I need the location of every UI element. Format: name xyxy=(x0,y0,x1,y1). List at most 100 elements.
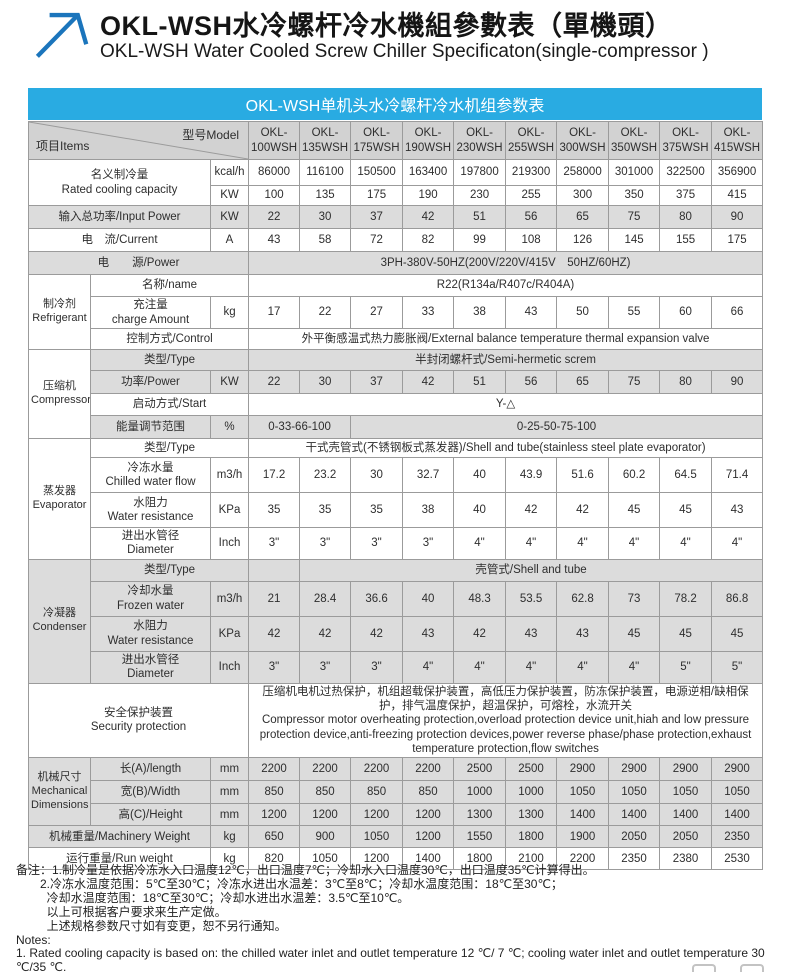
evap-water-resistance-cell-7: 42 xyxy=(505,492,558,528)
input-power-cell-2: 22 xyxy=(248,205,301,229)
refrigerant-name-label: 名称/name xyxy=(89,274,250,297)
compressor-power-cell-8: 65 xyxy=(556,370,610,394)
note-line: 冷却水温度范围：18℃至30℃；冷却水进出水温差：3.5℃至10℃。 xyxy=(16,890,410,905)
condenser-type-value: 壳管式/Shell and tube xyxy=(299,558,764,582)
dim-height-cell-9: 1400 xyxy=(608,803,661,827)
energy-regulation-label: 能量调节范围 xyxy=(90,415,211,439)
refrigerant-group-label: 制冷剂 Refrigerant xyxy=(28,274,91,350)
frozen-water-flow-cell-8: 62.8 xyxy=(556,580,610,617)
cond-water-resistance-label: 水阻力 Water resistance xyxy=(90,615,211,652)
frozen-water-flow-cell-11: 86.8 xyxy=(711,580,764,617)
rated-cooling-capacity-label: 名义制冷量 Rated cooling capacity xyxy=(28,159,211,206)
current-cell-8: 126 xyxy=(556,228,610,252)
dim-width-cell-2: 850 xyxy=(248,780,301,805)
evaporator-type-label: 类型/Type xyxy=(89,438,250,458)
refrigerant-charge-cell-2: 17 xyxy=(248,296,301,329)
chilled-water-flow-cell-6: 40 xyxy=(453,457,507,493)
current-cell-10: 155 xyxy=(659,228,713,252)
height-label: 高(C)/Height xyxy=(90,803,211,827)
cond-diameter-cell-5: 4" xyxy=(402,650,455,684)
unit-mm: mm xyxy=(209,757,250,782)
evap-diameter-label: 进出水管径 Diameter xyxy=(90,527,211,560)
run-weight-cell-4: 1200 xyxy=(350,847,404,871)
dim-length-cell-12: 2900 xyxy=(711,757,764,782)
refrigerant-name: 制冷剂 Refrigerant 名称/name R22(R134a/R407c/R4… xyxy=(28,274,764,350)
refrigerant-charge-cell-9: 55 xyxy=(608,296,661,329)
unit-kpa: KPa xyxy=(209,492,250,528)
evaporator-group-label: 蒸发器 Evaporator xyxy=(28,438,91,560)
current-cell-5: 82 xyxy=(402,228,455,252)
note-line: Notes: xyxy=(16,932,51,947)
security-protection-value: 压缩机电机过热保护，机组超载保护装置，高低压力保护装置，防冻保护装置，电源逆相/… xyxy=(248,682,764,759)
dim-length: 机械尺寸 Mechanical Dimensions 长(A)/length mm 2… xyxy=(28,757,764,827)
chilled-water-flow-cell-2: 17.2 xyxy=(248,457,301,493)
condenser-type: 冷凝器 Condenser 类型/Type 壳管式/Shell and tube xyxy=(28,558,764,684)
frozen-water-flow-cell-2: 21 xyxy=(248,580,301,617)
rated-capacity-kcalh-cell-4: 150500 xyxy=(350,159,404,186)
rated-capacity-kw-cell-10: 415 xyxy=(711,185,764,206)
compressor-power-cell-9: 75 xyxy=(608,370,661,394)
cond-diameter-label: 进出水管径 Diameter xyxy=(90,650,211,684)
chilled-water-flow-cell-4: 30 xyxy=(350,457,404,493)
current-label: 电 流/Current xyxy=(28,228,211,252)
evap-water-resistance-cell-9: 45 xyxy=(608,492,661,528)
unit-kw: KW xyxy=(209,370,250,394)
cond-diameter-cell-4: 3" xyxy=(350,650,404,684)
compressor-power: 功率/Power KW 22 30 37 42 51 56 65 75 80 90 xyxy=(29,370,764,394)
run-weight-cell-10: 2380 xyxy=(659,847,713,871)
dim-height-cell-4: 1200 xyxy=(350,803,404,827)
evap-water-resistance-cell-5: 38 xyxy=(402,492,455,528)
model-col-okl-255wsh: OKL- 255WSH xyxy=(505,121,558,160)
evap-diameter-cell-3: 3" xyxy=(299,527,352,560)
dim-length-cell-11: 2900 xyxy=(659,757,713,782)
start-label: 启动方式/Start xyxy=(89,393,250,416)
input-power: 输入总功率/Input Power KW 22 30 37 42 51 56 65 75 80 90 xyxy=(28,205,764,229)
machinery-weight-label: 机械重量/Machinery Weight xyxy=(28,825,211,849)
compressor-power-cell-6: 51 xyxy=(453,370,507,394)
dim-height-cell-11: 1400 xyxy=(711,803,764,827)
evap-diameter-cell-6: 4" xyxy=(453,527,507,560)
cond-water-resistance-cell-6: 42 xyxy=(453,615,507,652)
chilled-water-flow-cell-7: 43.9 xyxy=(505,457,558,493)
start-value: Y-△ xyxy=(248,393,764,416)
cond-diameter-cell-6: 4" xyxy=(453,650,507,684)
dim-length-cell-5: 2200 xyxy=(350,757,404,782)
rated-capacity-kw-cell-1: 100 xyxy=(248,185,301,206)
model-col-okl-175wsh: OKL- 175WSH xyxy=(350,121,404,160)
input-power-cell-11: 90 xyxy=(711,205,764,229)
cond-diameter-cell-3: 3" xyxy=(299,650,352,684)
run-weight-cell-6: 1800 xyxy=(453,847,507,871)
unit-kcalh: kcal/h xyxy=(209,159,250,186)
compressor-group-label: 压缩机 Compressor xyxy=(28,349,91,439)
table-banner-title: OKL-WSH单机头水冷螺杆冷水机组参数表 xyxy=(28,88,762,120)
model-col-okl-100wsh: OKL- 100WSH xyxy=(248,121,301,160)
unit-kg: kg xyxy=(209,296,250,329)
page-title: OKL-WSH水冷螺杆冷水機組參數表（單機頭） xyxy=(100,11,673,41)
refrigerant-control: 控制方式/Control 外平衡感温式热力膨胀阀/External balance… xyxy=(29,328,764,350)
cond-diameter-cell-11: 5" xyxy=(711,650,764,684)
unit-kw: KW xyxy=(209,205,250,229)
run-weight-cell-3: 1050 xyxy=(299,847,352,871)
power-supply-label: 电 源/Power xyxy=(27,251,250,275)
evap-diameter-cell-7: 4" xyxy=(505,527,558,560)
refrigerant-charge-cell-6: 38 xyxy=(453,296,507,329)
cond-water-resistance-cell-5: 43 xyxy=(402,615,455,652)
dim-length-cell-10: 2900 xyxy=(608,757,661,782)
charge-amount-label: 充注量 charge Amount xyxy=(90,296,211,329)
unit-m3h: m3/h xyxy=(209,580,250,617)
rated-capacity-kcalh-cell-3: 116100 xyxy=(299,159,352,186)
frozen-water-flow-cell-10: 78.2 xyxy=(659,580,713,617)
cond-diameter-cell-9: 4" xyxy=(608,650,661,684)
dim-height-cell-8: 1400 xyxy=(556,803,610,827)
condenser-group-label: 冷凝器 Condenser xyxy=(28,558,91,684)
dim-length-cell-6: 2200 xyxy=(402,757,455,782)
dim-width-cell-4: 850 xyxy=(350,780,404,805)
evap-water-resistance-label: 水阻力 Water resistance xyxy=(90,492,211,528)
machinery-weight-cell-10: 2050 xyxy=(659,825,713,849)
rated-capacity-kcalh-cell-7: 219300 xyxy=(505,159,558,186)
current-cell-9: 145 xyxy=(608,228,661,252)
input-power-cell-3: 30 xyxy=(299,205,352,229)
compressor-power-cell-5: 42 xyxy=(402,370,455,394)
evap-diameter-cell-8: 4" xyxy=(556,527,610,560)
